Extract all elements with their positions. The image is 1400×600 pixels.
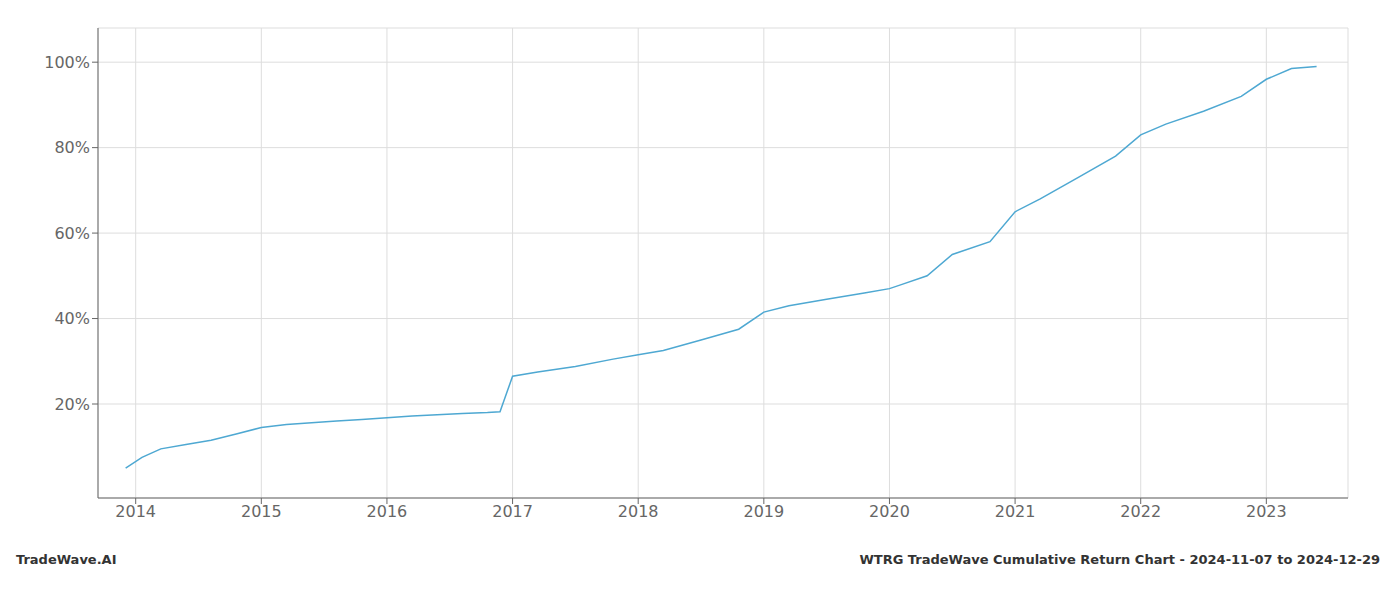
svg-text:100%: 100%: [44, 53, 90, 72]
svg-text:2017: 2017: [492, 502, 533, 521]
svg-text:2015: 2015: [241, 502, 282, 521]
svg-text:60%: 60%: [54, 224, 90, 243]
svg-text:80%: 80%: [54, 138, 90, 157]
svg-text:2022: 2022: [1120, 502, 1161, 521]
svg-text:20%: 20%: [54, 395, 90, 414]
svg-text:2023: 2023: [1246, 502, 1287, 521]
svg-text:2021: 2021: [995, 502, 1036, 521]
svg-text:2016: 2016: [367, 502, 408, 521]
svg-text:2018: 2018: [618, 502, 659, 521]
svg-text:2019: 2019: [743, 502, 784, 521]
html-text:WTRG TradeWave Cumulative Retu: WTRG TradeWave Cumulative Return Chart -…: [859, 552, 1380, 567]
svg-text:2014: 2014: [115, 502, 156, 521]
html-text:TradeWave.AI: TradeWave.AI: [16, 552, 117, 567]
svg-text:2020: 2020: [869, 502, 910, 521]
svg-text:40%: 40%: [54, 309, 90, 328]
